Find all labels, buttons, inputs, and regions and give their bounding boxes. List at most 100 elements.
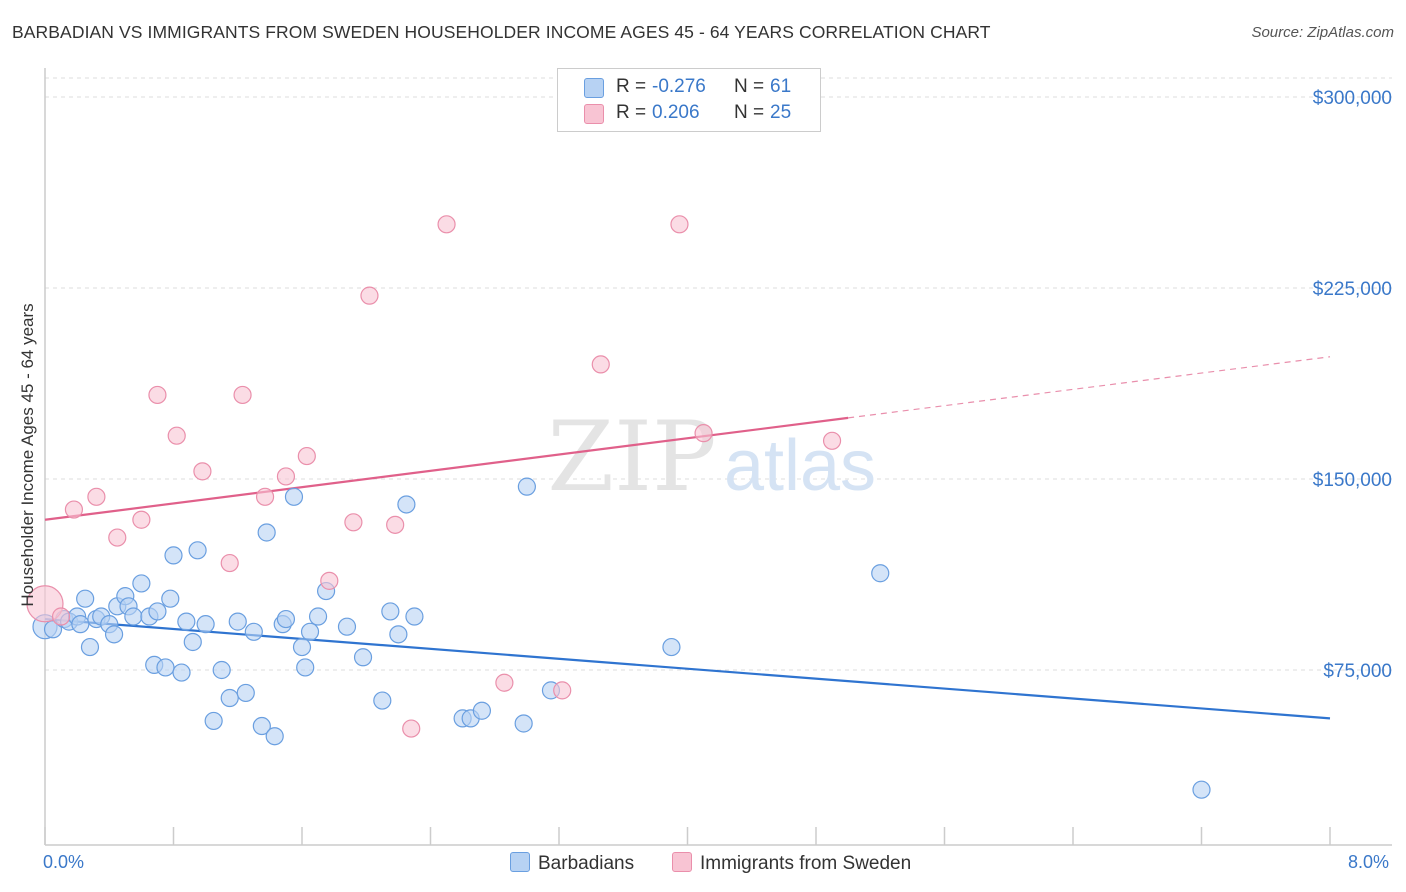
- trend-line-barbadians: [44, 617, 1331, 720]
- trend-line-sweden: [44, 416, 849, 521]
- series-swatch-blue: [510, 852, 530, 872]
- data-point-barbadians: [236, 683, 255, 703]
- data-point-barbadians: [276, 609, 296, 629]
- data-point-sweden: [255, 487, 275, 506]
- watermark-atlas: atlas: [724, 426, 876, 506]
- data-point-sweden: [64, 500, 84, 519]
- data-point-sweden: [694, 424, 713, 443]
- x-tick-label-left: 0.0%: [43, 852, 85, 872]
- data-point-barbadians: [161, 589, 180, 608]
- chart-source: Source: ZipAtlas.com: [1251, 24, 1394, 41]
- axes: [44, 68, 1392, 846]
- data-point-sweden: [360, 286, 379, 305]
- data-point-barbadians: [337, 617, 357, 636]
- data-point-barbadians: [1192, 780, 1211, 799]
- chart-title: BARBADIAN VS IMMIGRANTS FROM SWEDEN HOUS…: [12, 22, 991, 42]
- data-point-barbadians: [156, 658, 175, 677]
- data-point-barbadians: [80, 637, 100, 657]
- data-point-barbadians: [76, 589, 95, 608]
- data-point-barbadians: [172, 663, 191, 682]
- data-point-barbadians: [397, 495, 416, 514]
- series-name-sweden: Immigrants from Sweden: [700, 853, 912, 874]
- data-point-barbadians: [514, 714, 533, 733]
- data-points: [26, 215, 1211, 799]
- data-point-sweden: [193, 462, 212, 481]
- series-legend-barbadians: Barbadians: [510, 852, 634, 875]
- data-point-barbadians: [252, 716, 271, 736]
- legend-n-value: 25: [770, 102, 792, 123]
- data-point-barbadians: [296, 658, 315, 677]
- watermark: ZIP atlas: [547, 401, 876, 513]
- y-axis-label: Householder Income Ages 45 - 64 years: [18, 303, 37, 607]
- data-point-sweden: [320, 571, 339, 590]
- data-point-barbadians: [405, 607, 424, 626]
- data-point-barbadians: [164, 546, 183, 565]
- data-point-barbadians: [871, 564, 890, 583]
- data-point-barbadians: [300, 622, 320, 641]
- data-point-sweden: [108, 528, 127, 547]
- data-point-sweden: [276, 467, 296, 486]
- data-point-barbadians: [381, 602, 400, 621]
- legend-swatch-pink: [584, 104, 604, 124]
- data-point-barbadians: [353, 648, 373, 667]
- data-point-sweden: [148, 385, 167, 405]
- legend-n-label: N =: [734, 76, 765, 97]
- series-legend-sweden: Immigrants from Sweden: [672, 852, 911, 875]
- data-point-barbadians: [124, 607, 143, 626]
- data-point-sweden: [87, 487, 106, 506]
- data-point-barbadians: [104, 625, 124, 644]
- data-point-sweden: [233, 385, 252, 405]
- y-tick-label: $300,000: [1313, 88, 1392, 109]
- y-tick-label: $150,000: [1313, 470, 1392, 491]
- data-point-barbadians: [662, 637, 681, 657]
- trend-line-extension: [848, 356, 1331, 419]
- data-point-barbadians: [389, 625, 408, 644]
- data-point-sweden: [344, 513, 363, 532]
- data-point-sweden: [132, 510, 151, 529]
- legend-r-value: 0.206: [652, 102, 700, 123]
- data-point-sweden: [591, 355, 610, 374]
- legend-r-label: R =: [616, 76, 647, 97]
- legend-swatch-blue: [584, 78, 604, 98]
- data-point-barbadians: [265, 727, 284, 746]
- watermark-zip: ZIP: [547, 401, 716, 513]
- y-tick-label: $225,000: [1313, 279, 1392, 300]
- legend-r-label: R =: [616, 102, 647, 123]
- data-point-barbadians: [177, 612, 196, 631]
- data-point-sweden: [51, 607, 71, 626]
- data-point-barbadians: [148, 602, 167, 621]
- data-point-sweden: [553, 681, 572, 700]
- x-tick-label-right: 8.0%: [1348, 852, 1390, 872]
- data-point-barbadians: [472, 701, 491, 720]
- data-point-barbadians: [292, 637, 312, 657]
- data-point-sweden: [437, 215, 456, 234]
- series-name-barbadians: Barbadians: [538, 853, 635, 874]
- data-point-barbadians: [244, 622, 263, 641]
- data-point-barbadians: [308, 607, 328, 626]
- data-point-barbadians: [373, 691, 392, 710]
- data-point-sweden: [386, 515, 405, 534]
- data-point-barbadians: [517, 477, 536, 496]
- y-tick-label: $75,000: [1323, 661, 1392, 682]
- data-point-barbadians: [204, 711, 223, 731]
- legend-n-label: N =: [734, 102, 765, 123]
- data-point-barbadians: [132, 574, 151, 593]
- data-point-barbadians: [71, 615, 90, 634]
- data-point-barbadians: [257, 523, 276, 542]
- data-point-barbadians: [183, 632, 202, 652]
- data-point-sweden: [822, 431, 842, 450]
- series-swatch-pink: [672, 852, 692, 872]
- data-point-barbadians: [196, 615, 215, 634]
- data-point-sweden: [220, 553, 239, 573]
- legend-n-value: 61: [770, 76, 792, 97]
- data-point-sweden: [495, 673, 514, 692]
- data-point-sweden: [167, 426, 186, 445]
- data-point-sweden: [670, 215, 689, 234]
- data-point-barbadians: [220, 688, 239, 708]
- data-point-sweden: [297, 446, 316, 466]
- data-point-sweden: [402, 719, 421, 738]
- data-point-barbadians: [284, 487, 304, 506]
- stats-legend: R = -0.276 N = 61 R = 0.206 N = 25: [557, 68, 821, 132]
- data-point-barbadians: [188, 541, 207, 560]
